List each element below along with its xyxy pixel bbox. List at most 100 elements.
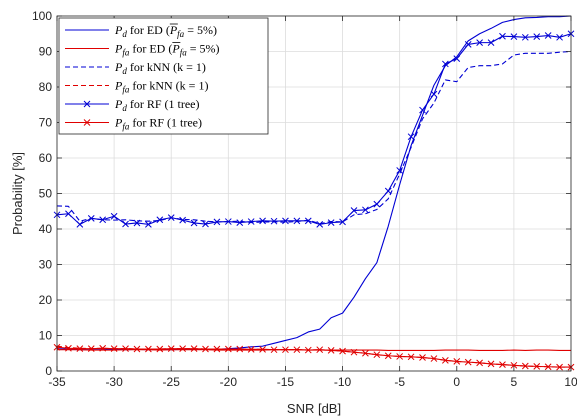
data-point-marker [293,346,301,354]
legend-bar-subscript: fa [177,29,185,39]
data-point-marker [521,33,529,41]
data-point-marker [476,359,483,367]
data-point-marker [407,353,415,361]
data-point-marker [202,345,209,353]
x-tick-label: 5 [511,375,518,389]
data-point-marker [304,217,312,225]
legend-entry: Pd for ED (Pfa = 5%) [65,23,217,39]
data-point-marker [510,361,518,369]
y-axis-label: Probability [%] [10,152,25,235]
data-point-marker [270,346,278,354]
data-point-marker [407,133,415,141]
x-tick-label: -10 [334,375,352,389]
data-point-marker [213,218,221,226]
y-tick-label: 90 [39,45,53,59]
data-point-marker [544,363,552,371]
x-tick-label: 10 [564,375,577,389]
data-point-marker [259,217,266,225]
x-tick-label: -30 [105,375,123,389]
data-point-marker [65,210,72,218]
data-point-marker [464,41,472,48]
data-point-marker [544,32,552,39]
data-point-marker [316,346,324,354]
legend-subscript: d [122,103,127,113]
data-point-marker [396,353,404,360]
legend-subscript: fa [122,48,130,58]
data-point-marker [350,207,358,214]
y-tick-label: 60 [39,151,53,165]
data-point-marker [167,214,175,221]
data-point-marker [384,352,392,360]
data-point-marker [167,345,175,352]
data-point-marker [373,351,381,359]
data-point-marker [87,345,95,352]
data-point-marker [487,39,495,46]
legend-variable: P [114,116,123,130]
data-point-marker [453,358,461,365]
data-point-marker [556,363,563,371]
data-point-marker [259,345,266,353]
series-2 [56,50,572,225]
series-5 [53,343,575,371]
legend-entry: Pfa for RF (1 tree) [65,116,202,132]
data-point-marker [430,90,438,98]
data-point-marker [476,39,483,46]
legend-entry: Pfa for kNN (k = 1) [65,79,208,95]
legend-text: for RF (1 tree) [129,116,202,130]
data-point-marker [453,55,461,62]
data-point-marker [133,345,141,353]
data-point-marker [521,362,529,370]
data-point-marker [499,32,506,40]
legend-text: for RF (1 tree) [127,97,200,111]
legend-bar-variable: P [169,23,178,37]
legend-label: Pd for RF (1 tree) [114,97,200,113]
ticks: -35 -30 -25 -20 -15 -10 -5 0 5 100102030405060708… [32,9,577,389]
data-point-marker [190,219,198,227]
x-tick-label: -20 [220,375,238,389]
series-line [56,50,572,225]
data-point-marker [156,345,164,353]
data-point-marker [156,216,164,224]
legend-variable: P [114,23,123,37]
legend-box [58,17,269,135]
data-point-marker [99,344,107,352]
legend-text: for ED ( [127,23,170,37]
legend-label: Pfa for ED (Pfa = 5%) [114,42,219,58]
legend-bar-subscript: fa [180,48,188,58]
data-point-marker [202,220,209,228]
legend-label: Pd for kNN (k = 1) [114,60,206,76]
series-line [56,346,571,368]
data-point-marker [442,356,449,364]
data-point-marker [99,216,107,224]
legend-marker-sample [83,100,91,108]
data-point-marker [282,346,289,354]
data-point-marker [442,60,449,68]
data-point-marker [316,221,324,228]
data-point-marker [430,355,438,362]
data-point-marker [270,217,278,225]
data-point-marker [373,200,381,208]
legend-entry: Pd for RF (1 tree) [65,97,200,113]
data-point-marker [236,219,244,226]
y-tick-label: 70 [39,116,53,130]
x-tick-label: -35 [48,375,66,389]
legend-subscript: d [122,29,127,39]
data-point-marker [282,217,289,225]
data-point-marker [122,220,129,228]
y-tick-label: 80 [39,80,53,94]
legend-bar-variable: P [171,42,180,56]
x-axis-label: SNR [dB] [287,401,341,416]
legend-subscript: fa [122,122,130,132]
data-point-marker [190,345,198,352]
data-point-marker [122,345,129,352]
legend-label: Pfa for RF (1 tree) [114,116,202,132]
legend-variable: P [114,42,123,56]
data-point-marker [419,354,426,361]
x-tick-label: -15 [277,375,295,389]
legend-variable: P [114,97,123,111]
data-point-marker [110,345,118,352]
series-line [56,33,572,225]
legend-variable: P [114,60,123,74]
data-point-marker [327,219,335,226]
